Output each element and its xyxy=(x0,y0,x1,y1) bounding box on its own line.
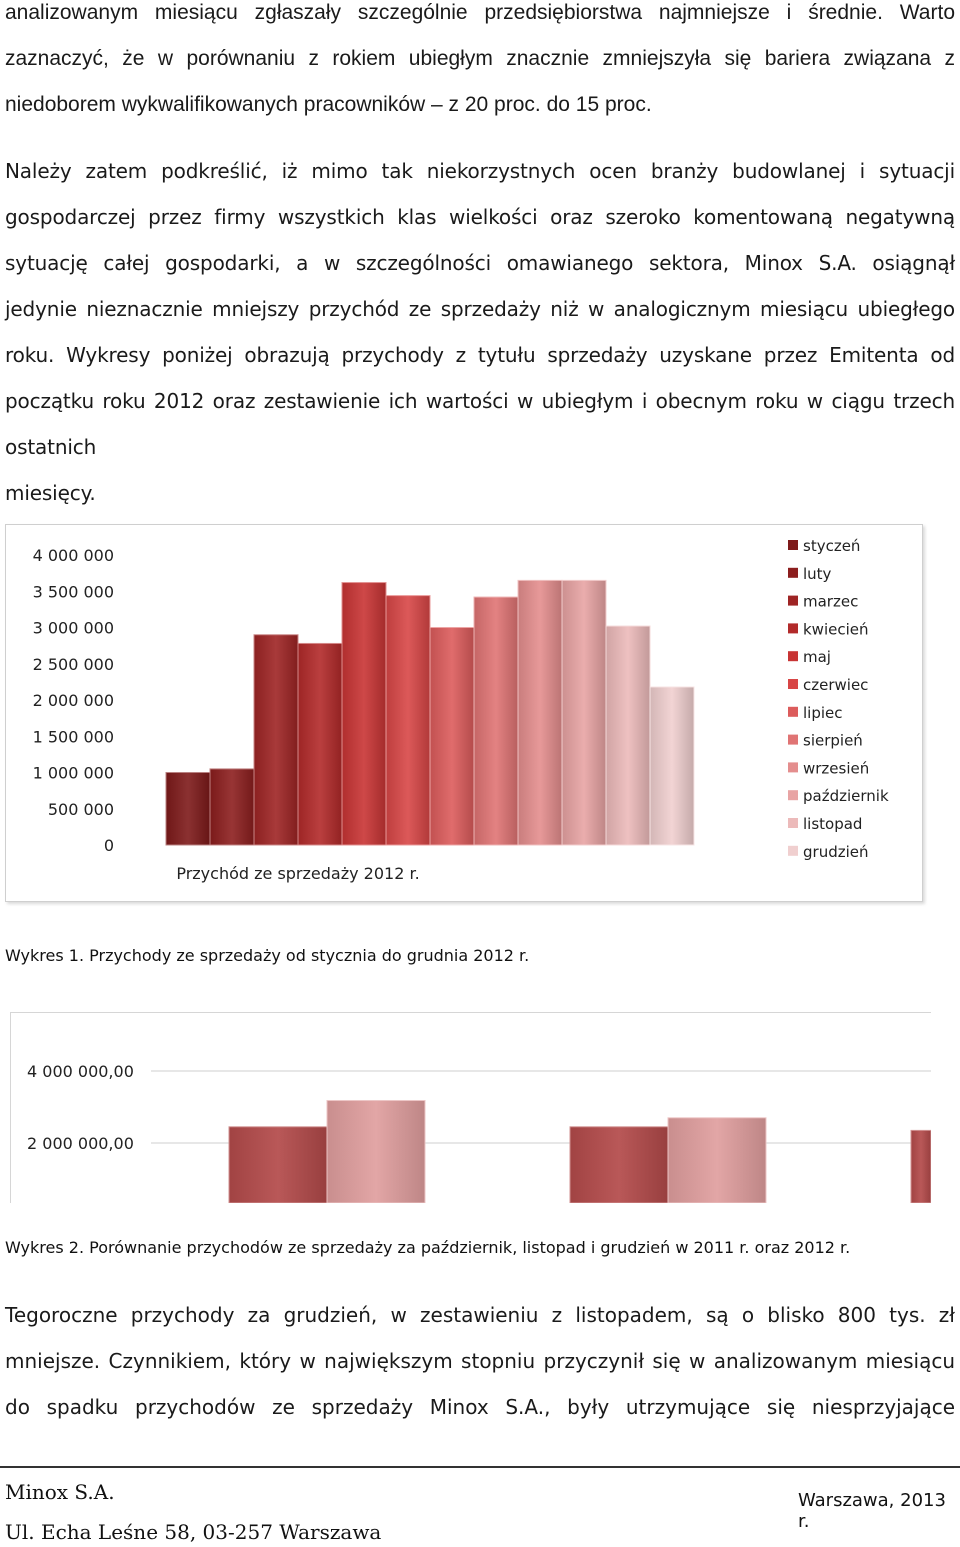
paragraph-3-line: Tegoroczne przychody za grudzień, w zest… xyxy=(5,1303,955,1327)
chart-1-legend-swatch xyxy=(788,679,798,689)
chart-2-bar xyxy=(228,1126,328,1204)
chart-1-legend-swatch xyxy=(788,567,798,578)
chart-1-bar xyxy=(341,582,387,846)
paragraph-2: Należy zatem podkreślić, iż mimo tak nie… xyxy=(5,148,955,516)
paragraph-3-line: mniejsze. Czynnikiem, który w największy… xyxy=(5,1349,955,1373)
chart-1-bar xyxy=(649,686,695,846)
chart-1-bar xyxy=(517,579,563,846)
paragraph-3: Tegoroczne przychody za grudzień, w zest… xyxy=(5,1292,955,1430)
chart-2-frame: 4 000 000,00 2 000 000,00 xyxy=(10,1012,932,1204)
chart-1-xlabel: Przychód ze sprzedaży 2012 r. xyxy=(176,864,419,883)
chart-1-bar xyxy=(209,768,255,846)
chart-1-bar xyxy=(253,634,299,846)
chart-1-legend-swatch xyxy=(788,595,798,606)
footer-rule xyxy=(0,1466,960,1468)
chart-1-legend-swatch xyxy=(788,790,798,801)
chart-1-bar xyxy=(385,595,431,846)
paragraph-2-line: Należy zatem podkreślić, iż mimo tak nie… xyxy=(5,159,955,183)
chart-1-legend-label: marzec xyxy=(803,593,858,611)
paragraph-2-line: jedynie nieznacznie mniejszy przychód ze… xyxy=(5,297,955,321)
chart-1-ytick-label: 4 000 000 xyxy=(33,546,114,565)
paragraph-2-line: sytuację całej gospodarki, a w szczególn… xyxy=(5,251,955,275)
chart-1-ytick-label: 0 xyxy=(104,836,114,855)
chart-2-ytick-label: 2 000 000,00 xyxy=(27,1134,134,1153)
chart-1-ytick-label: 3 500 000 xyxy=(33,582,114,601)
paragraph-1: analizowanym miesiącu zgłaszały szczegól… xyxy=(5,0,955,128)
chart-1-bar xyxy=(297,642,343,846)
chart-1: 4 000 000 3 500 000 3 000 000 2 500 000 2 00… xyxy=(33,537,889,883)
paragraph-1-line: zaznaczyć, że w porównaniu z rokiem ubie… xyxy=(5,47,955,70)
chart-1-legend-label: luty xyxy=(803,565,832,583)
chart-1-legend-label: maj xyxy=(803,648,831,666)
chart-1-ytick-label: 3 000 000 xyxy=(33,619,114,638)
chart-1-bar xyxy=(605,625,651,846)
chart-2-bar xyxy=(569,1126,669,1204)
chart-1-legend-label: kwiecień xyxy=(803,620,869,638)
chart-1-bar xyxy=(165,772,211,846)
chart-1-legend-swatch xyxy=(788,651,798,662)
chart-1-legend-swatch xyxy=(788,706,798,717)
chart-1-bar xyxy=(561,579,607,846)
chart-1-legend-label: listopad xyxy=(803,815,862,833)
chart-1-legend-swatch xyxy=(788,540,798,550)
chart-2-ytick-label: 4 000 000,00 xyxy=(27,1062,134,1081)
paragraph-1-line: niedoborem wykwalifikowanych pracowników… xyxy=(5,93,652,116)
footer-place-date: Warszawa, 2013 r. xyxy=(798,1490,946,1532)
chart-1-legend-swatch xyxy=(788,845,798,856)
chart-2-bar xyxy=(667,1117,767,1204)
paragraph-2-line: roku. Wykresy poniżej obrazują przychody… xyxy=(5,343,955,367)
chart-1-legend-label: październik xyxy=(803,787,889,805)
footer-address: Ul. Echa Leśne 58, 03-257 Warszawa xyxy=(5,1520,382,1544)
chart-1-bar xyxy=(429,627,475,846)
chart-2-bar xyxy=(326,1100,426,1204)
chart-1-legend-label: wrzesień xyxy=(803,759,869,777)
chart-1-legend-swatch xyxy=(788,734,798,745)
caption-2: Wykres 2. Porównanie przychodów ze sprze… xyxy=(5,1238,851,1257)
chart-2: 4 000 000,00 2 000 000,00 xyxy=(27,1062,932,1204)
chart-1-ytick-label: 2 000 000 xyxy=(33,691,114,710)
chart-1-bar xyxy=(473,596,519,846)
chart-1-frame: 4 000 000 3 500 000 3 000 000 2 500 000 2 00… xyxy=(5,524,923,902)
paragraph-2-line: gospodarczej przez firmy wszystkich klas… xyxy=(5,205,955,229)
paragraph-1-line: analizowanym miesiącu zgłaszały szczegól… xyxy=(5,1,955,24)
chart-1-ytick-label: 1 500 000 xyxy=(33,727,114,746)
chart-1-ytick-label: 2 500 000 xyxy=(33,655,114,674)
chart-1-legend-label: grudzień xyxy=(803,843,869,861)
paragraph-2-line: miesięcy. xyxy=(5,481,96,505)
chart-1-legend-label: styczeń xyxy=(803,537,860,555)
chart-1-legend-label: czerwiec xyxy=(803,676,868,694)
chart-2-bar xyxy=(910,1129,932,1204)
caption-1: Wykres 1. Przychody ze sprzedaży od styc… xyxy=(5,946,530,965)
chart-1-legend-label: sierpień xyxy=(803,732,863,750)
chart-1-legend-label: lipiec xyxy=(803,704,843,722)
chart-1-legend-swatch xyxy=(788,623,798,634)
chart-1-ytick-label: 1 000 000 xyxy=(33,764,114,783)
chart-1-legend-swatch xyxy=(788,762,798,773)
paragraph-3-line: do spadku przychodów ze sprzedaży Minox … xyxy=(5,1395,955,1419)
chart-1-ytick-label: 500 000 xyxy=(48,800,114,819)
footer-company: Minox S.A. xyxy=(5,1480,115,1504)
paragraph-2-line: początku roku 2012 oraz zestawienie ich … xyxy=(5,389,955,413)
chart-1-legend-swatch xyxy=(788,818,798,828)
paragraph-2-line: ostatnich xyxy=(5,435,97,459)
